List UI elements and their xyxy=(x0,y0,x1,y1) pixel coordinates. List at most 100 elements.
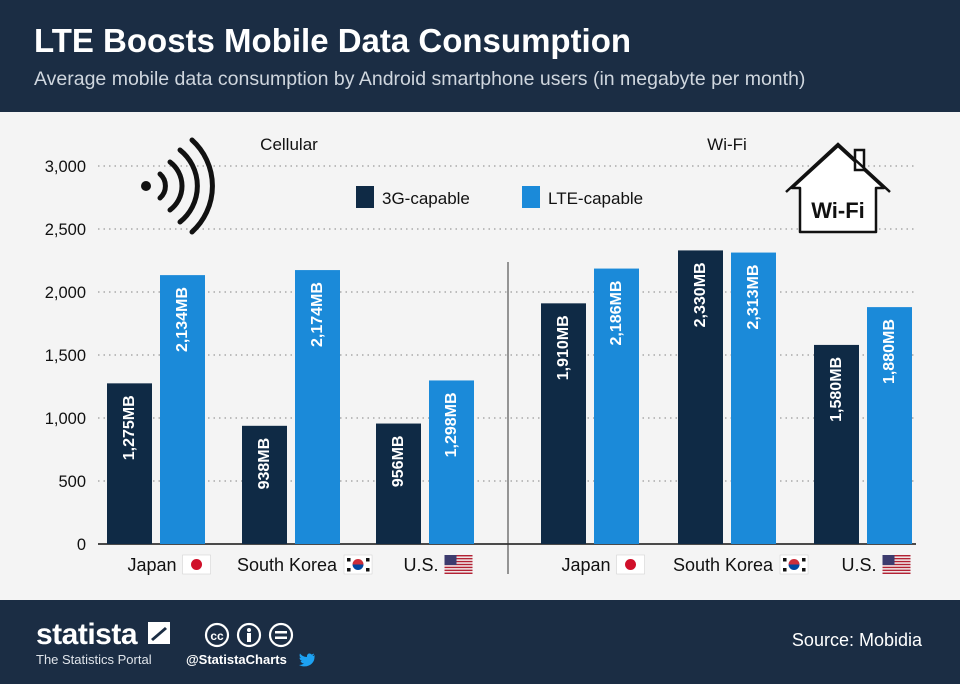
y-tick-label: 0 xyxy=(77,536,86,554)
header: LTE Boosts Mobile Data Consumption Avera… xyxy=(0,0,960,112)
bar-lte xyxy=(160,275,205,544)
bar-lte xyxy=(867,307,912,544)
bar-3g xyxy=(814,344,859,544)
flag-canton xyxy=(882,555,895,565)
bar-data-label: 1,275MB xyxy=(121,395,138,460)
flag-trigram xyxy=(366,558,370,562)
bar-data-label: 1,580MB xyxy=(828,357,845,422)
bar-3g xyxy=(678,250,723,545)
flag-stripe xyxy=(882,566,911,569)
flag-stripe xyxy=(882,557,911,560)
flag-sun xyxy=(625,559,637,570)
y-axis: 0 500 1,000 1,500 2,000 2,500 3,000 xyxy=(45,158,916,554)
flag-stripe xyxy=(882,563,911,566)
bar-lte xyxy=(429,380,474,544)
flag-stripe xyxy=(882,569,911,572)
flag-canton xyxy=(444,555,457,565)
y-tick-label: 1,000 xyxy=(45,410,86,428)
wifi-house-icon: Wi-Fi xyxy=(785,142,891,234)
source-note: Source: Mobidia xyxy=(791,630,922,650)
bar-lte xyxy=(731,252,776,544)
category-label: South Korea xyxy=(673,555,774,575)
bar-data-label: 2,174MB xyxy=(309,282,326,347)
chart-subtitle: Average mobile data consumption by Andro… xyxy=(34,68,806,90)
bar-lte xyxy=(295,270,340,544)
flag-japan-icon xyxy=(616,554,645,575)
footer: statista The Statistics Portal cc @Stati… xyxy=(0,600,960,684)
tagline: The Statistics Portal xyxy=(36,652,152,667)
legend-label: LTE-capable xyxy=(548,189,643,208)
panel-title: Cellular xyxy=(260,135,318,154)
flag-japan-icon xyxy=(182,554,211,575)
flag-trigram xyxy=(802,568,806,572)
bar-data-label: 2,313MB xyxy=(745,265,762,330)
flag-u-s--icon xyxy=(882,555,911,574)
flag-u-s--icon xyxy=(444,555,473,574)
panel-title: Wi-Fi xyxy=(707,135,747,154)
y-tick-label: 1,500 xyxy=(45,347,86,365)
bar-data-label: 956MB xyxy=(390,436,407,488)
bar-3g xyxy=(376,423,421,544)
flag-stripe xyxy=(444,569,473,572)
flag-south-korea-icon xyxy=(343,554,373,575)
y-tick-label: 2,000 xyxy=(45,284,86,302)
flag-stripe xyxy=(444,572,473,574)
wifi-icon-label: Wi-Fi xyxy=(811,198,865,223)
flag-trigram xyxy=(366,568,370,572)
flag-stripe xyxy=(882,555,911,557)
bar-3g xyxy=(541,303,586,544)
flag-stripe xyxy=(882,560,911,563)
category-label: Japan xyxy=(561,555,610,575)
flag-sun xyxy=(191,559,203,570)
flag-taeguk-blue xyxy=(352,564,364,570)
flag-south-korea-icon xyxy=(779,554,809,575)
flag-trigram xyxy=(347,568,351,572)
legend-swatch xyxy=(522,186,540,208)
flag-stripe xyxy=(444,555,473,557)
flag-stripe xyxy=(444,563,473,566)
category-label: U.S. xyxy=(841,555,876,575)
chart-title: LTE Boosts Mobile Data Consumption xyxy=(34,22,632,59)
legend: 3G-capable LTE-capable xyxy=(356,186,643,208)
flag-trigram xyxy=(783,568,787,572)
category-label: U.S. xyxy=(403,555,438,575)
svg-text:cc: cc xyxy=(210,629,224,643)
flag-stripe xyxy=(882,572,911,574)
y-tick-label: 500 xyxy=(58,473,86,491)
panel-cellular: Cellular 1,275MB 2,134MB Japan 938MB 2,174MB S… xyxy=(107,135,474,575)
bar-lte xyxy=(594,268,639,544)
panel-wi-fi: Wi-Fi 1,910MB 2,186MB Japan 2,330MB 2,313MB So… xyxy=(541,135,912,575)
legend-swatch xyxy=(356,186,374,208)
bar-data-label: 938MB xyxy=(256,438,273,490)
flag-trigram xyxy=(347,558,351,562)
bar-data-label: 1,910MB xyxy=(555,315,572,380)
bar-data-label: 1,298MB xyxy=(443,392,460,457)
chart-area: 0 500 1,000 1,500 2,000 2,500 3,000 Cellular 1,… xyxy=(0,112,960,600)
flag-taeguk-red xyxy=(788,559,800,565)
flag-taeguk-blue xyxy=(788,564,800,570)
flag-trigram xyxy=(802,558,806,562)
bar-data-label: 2,330MB xyxy=(692,262,709,327)
statista-mark-icon xyxy=(148,622,170,644)
flag-stripe xyxy=(444,557,473,560)
signal-icon xyxy=(141,137,215,235)
bar-chart: 0 500 1,000 1,500 2,000 2,500 3,000 Cellular 1,… xyxy=(45,135,916,575)
bar-3g xyxy=(242,425,287,544)
category-label: South Korea xyxy=(237,555,338,575)
chart-panels: Cellular 1,275MB 2,134MB Japan 938MB 2,174MB S… xyxy=(107,135,912,575)
bar-data-label: 2,186MB xyxy=(608,281,625,346)
bar-data-label: 1,880MB xyxy=(881,319,898,384)
statista-logo[interactable]: statista xyxy=(36,618,138,651)
legend-label: 3G-capable xyxy=(382,189,470,208)
twitter-icon[interactable] xyxy=(298,652,316,668)
y-tick-label: 3,000 xyxy=(45,158,86,176)
flag-stripe xyxy=(444,560,473,563)
twitter-handle[interactable]: @StatistaCharts xyxy=(186,652,287,667)
bar-3g xyxy=(107,383,152,544)
y-tick-label: 2,500 xyxy=(45,221,86,239)
flag-trigram xyxy=(783,558,787,562)
bar-data-label: 2,134MB xyxy=(174,287,191,352)
flag-taeguk-red xyxy=(352,559,364,565)
creative-commons-icons: cc xyxy=(204,622,294,648)
flag-stripe xyxy=(444,566,473,569)
